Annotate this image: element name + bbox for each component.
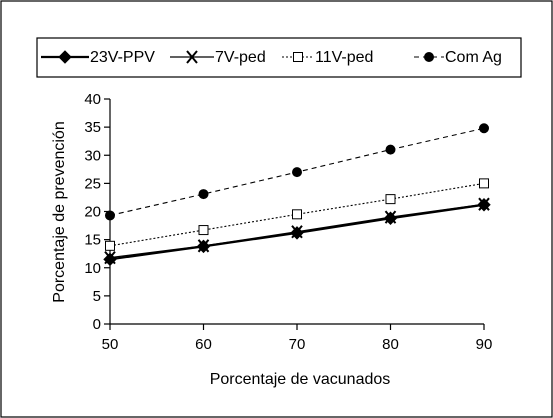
x-tick-label: 70 xyxy=(289,336,306,353)
x-axis-label: Porcentaje de vacunados xyxy=(210,371,391,388)
data-point xyxy=(292,167,302,178)
legend-item: 7V-ped xyxy=(170,49,266,66)
data-point xyxy=(103,252,117,267)
data-point xyxy=(479,123,489,134)
y-tick-label: 5 xyxy=(93,288,101,305)
y-tick-label: 35 xyxy=(84,119,101,136)
legend-label: Com Ag xyxy=(445,49,502,66)
x-tick-label: 90 xyxy=(476,336,493,353)
data-point xyxy=(58,50,72,64)
x-tick-label: 80 xyxy=(382,336,399,353)
data-point xyxy=(186,50,198,64)
data-point xyxy=(477,198,491,212)
series-com-ag xyxy=(105,123,489,221)
legend-item: 23V-PPV xyxy=(41,49,155,66)
data-point xyxy=(385,144,396,155)
legend-item: 11V-ped xyxy=(282,49,373,66)
y-tick-label: 0 xyxy=(93,316,101,333)
y-tick-label: 10 xyxy=(84,260,101,277)
series-23v-ppv xyxy=(103,198,491,267)
plot-series xyxy=(103,123,491,267)
data-point xyxy=(198,225,209,236)
legend: 23V-PPV 7V-ped 11V-ped Com Ag xyxy=(36,37,522,78)
data-point xyxy=(196,239,211,254)
data-point xyxy=(198,189,209,200)
data-point xyxy=(424,52,434,62)
data-point xyxy=(292,209,302,220)
data-point xyxy=(293,52,303,62)
data-point xyxy=(385,194,396,205)
legend-label: 7V-ped xyxy=(215,49,266,66)
axes: 0 5 10 15 20 25 30 35 40 50 60 70 80 90 xyxy=(84,91,492,353)
data-point xyxy=(105,210,115,221)
data-point xyxy=(479,178,489,189)
x-tick-label: 60 xyxy=(195,336,212,353)
y-tick-label: 20 xyxy=(84,204,101,221)
y-axis-label: Porcentaje de prevención xyxy=(51,121,68,302)
y-tick-label: 30 xyxy=(84,147,101,164)
legend-item: Com Ag xyxy=(414,49,502,66)
series-11v-ped xyxy=(105,178,489,251)
data-point xyxy=(290,226,304,240)
legend-label: 11V-ped xyxy=(315,49,373,66)
data-point xyxy=(383,211,398,225)
x-tick-label: 50 xyxy=(102,336,119,353)
y-tick-label: 25 xyxy=(84,175,101,192)
legend-box xyxy=(36,37,522,78)
legend-label: 23V-PPV xyxy=(90,49,155,66)
y-tick-label: 40 xyxy=(84,91,101,108)
y-tick-label: 15 xyxy=(84,232,101,249)
data-point xyxy=(105,240,115,251)
